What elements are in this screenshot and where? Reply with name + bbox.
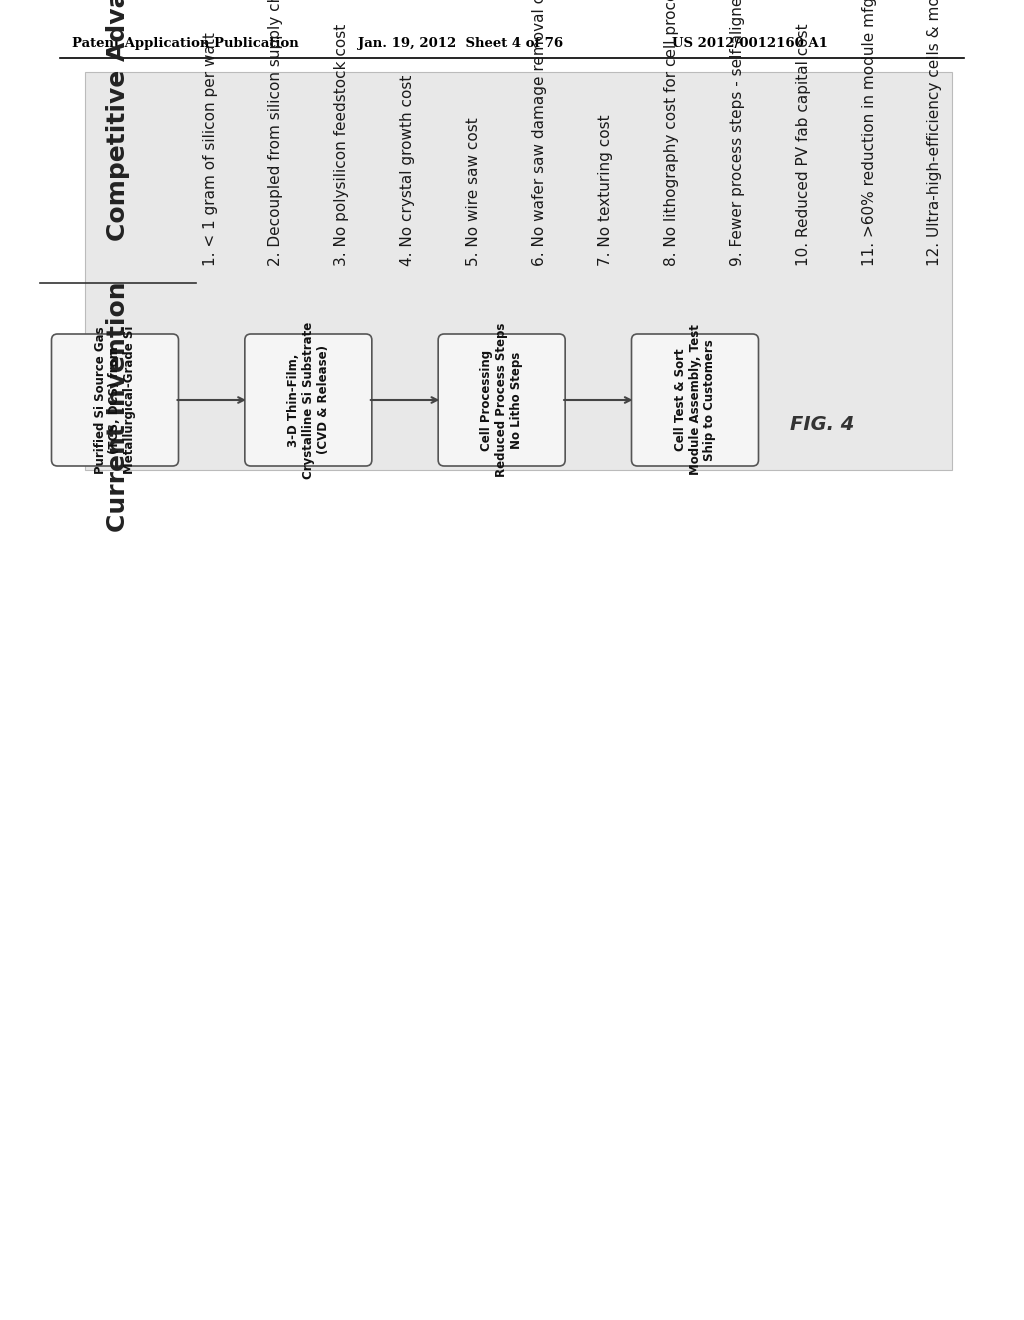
- Text: Patent Application Publication: Patent Application Publication: [72, 37, 299, 50]
- Text: Cell Processing
Reduced Process Steps
No Litho Steps: Cell Processing Reduced Process Steps No…: [480, 323, 523, 478]
- Text: Jan. 19, 2012  Sheet 4 of 76: Jan. 19, 2012 Sheet 4 of 76: [358, 37, 563, 50]
- Text: Competitive Advantages of: Competitive Advantages of: [106, 0, 130, 242]
- Text: Cell Test & Sort
Module Assembly, Test
Ship to Customers: Cell Test & Sort Module Assembly, Test S…: [674, 325, 717, 475]
- Text: 11. >60% reduction in module mfg. cost/Wp: 11. >60% reduction in module mfg. cost/W…: [861, 0, 877, 267]
- FancyBboxPatch shape: [632, 334, 759, 466]
- Text: 8. No lithography cost for cell processing: 8. No lithography cost for cell processi…: [664, 0, 679, 267]
- FancyBboxPatch shape: [85, 73, 952, 470]
- FancyBboxPatch shape: [51, 334, 178, 466]
- Text: 1. < 1 gram of silicon per watt: 1. < 1 gram of silicon per watt: [203, 32, 217, 267]
- Text: 6. No wafer saw damage removal cost: 6. No wafer saw damage removal cost: [532, 0, 547, 267]
- Text: US 2012/0012160 A1: US 2012/0012160 A1: [672, 37, 827, 50]
- Text: Current Invention: Current Invention: [106, 281, 130, 532]
- Text: 4. No crystal growth cost: 4. No crystal growth cost: [400, 75, 415, 267]
- Text: 2. Decoupled from silicon supply chain: 2. Decoupled from silicon supply chain: [268, 0, 284, 267]
- Text: 3-D Thin-Film,
Crystalline Si Substrate
(CVD & Release): 3-D Thin-Film, Crystalline Si Substrate …: [287, 321, 330, 479]
- FancyBboxPatch shape: [438, 334, 565, 466]
- FancyBboxPatch shape: [245, 334, 372, 466]
- Text: 10. Reduced PV fab capital cost: 10. Reduced PV fab capital cost: [796, 24, 811, 267]
- Text: 7. No texturing cost: 7. No texturing cost: [598, 115, 613, 267]
- Text: 12. Ultra-high-efficiency cells & modules: 12. Ultra-high-efficiency cells & module…: [928, 0, 942, 267]
- Text: Purified Si Source Gas
(TCS, DCS) from
Metallurgical-Grade Si: Purified Si Source Gas (TCS, DCS) from M…: [93, 326, 136, 474]
- Text: FIG. 4: FIG. 4: [790, 416, 854, 434]
- Text: 9. Fewer process steps - self aligned flow: 9. Fewer process steps - self aligned fl…: [730, 0, 744, 267]
- Text: 3. No polysilicon feedstock cost: 3. No polysilicon feedstock cost: [334, 24, 349, 267]
- Text: 5. No wire saw cost: 5. No wire saw cost: [466, 117, 481, 267]
